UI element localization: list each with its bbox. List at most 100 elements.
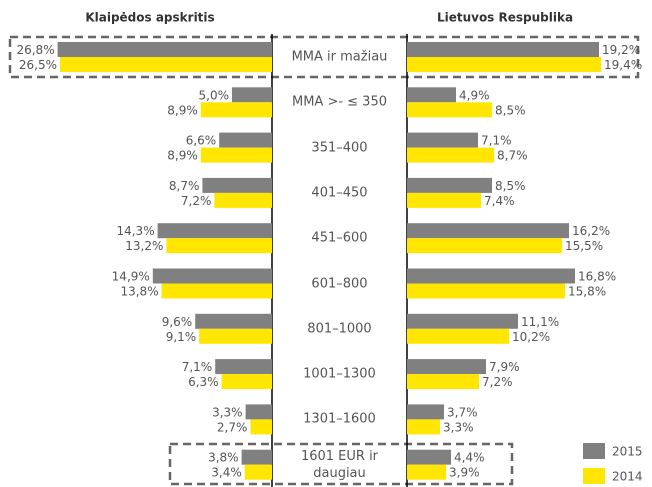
- value-label: 8,9%: [167, 103, 198, 117]
- value-label: 8,7%: [497, 149, 528, 163]
- value-label: 8,9%: [167, 149, 198, 163]
- bar: [407, 464, 446, 480]
- bar: [232, 87, 272, 103]
- category-label: 601–800: [311, 276, 368, 291]
- value-label: 14,9%: [112, 270, 150, 284]
- bar: [407, 132, 478, 148]
- value-label: 3,8%: [208, 451, 239, 465]
- bar: [407, 192, 481, 208]
- category-label: MMA ir mažiau: [291, 49, 388, 65]
- legend-label: 2014: [612, 470, 643, 484]
- value-label: 7,2%: [482, 375, 513, 389]
- bar: [407, 57, 601, 72]
- value-label: 3,3%: [443, 420, 474, 434]
- bar: [407, 283, 565, 299]
- bar: [407, 374, 479, 390]
- bar: [215, 359, 272, 375]
- bar: [407, 449, 451, 465]
- value-label: 4,9%: [459, 88, 490, 102]
- bar: [202, 177, 272, 193]
- bar: [195, 313, 272, 329]
- bar: [200, 102, 272, 118]
- bar: [161, 283, 272, 299]
- bar: [407, 177, 492, 193]
- bar: [250, 419, 272, 435]
- value-label: 9,1%: [166, 330, 197, 344]
- value-label: 26,8%: [16, 43, 54, 57]
- legend-swatch: [583, 468, 605, 484]
- category-label: 1001–1300: [303, 366, 376, 382]
- value-label: 19,4%: [604, 58, 642, 72]
- bar: [245, 404, 272, 420]
- value-label: 10,2%: [512, 330, 550, 344]
- bar: [219, 132, 272, 148]
- category-label: 401–450: [311, 185, 368, 201]
- bar: [407, 87, 456, 103]
- highlight-box: [8, 35, 640, 79]
- value-label: 7,4%: [484, 194, 515, 208]
- bar: [407, 147, 494, 163]
- value-label: 3,9%: [449, 466, 480, 480]
- bar: [407, 419, 440, 435]
- value-label: 5,0%: [199, 88, 230, 102]
- bar: [199, 328, 272, 344]
- value-label: 8,5%: [495, 103, 526, 117]
- bar: [407, 313, 518, 329]
- value-label: 6,6%: [186, 134, 217, 148]
- value-label: 2,7%: [217, 420, 248, 434]
- value-label: 13,8%: [120, 285, 158, 299]
- bar: [407, 268, 575, 284]
- value-label: 11,1%: [521, 315, 559, 329]
- value-label: 16,8%: [578, 270, 616, 284]
- value-label: 16,2%: [572, 224, 610, 238]
- value-label: 8,5%: [495, 179, 526, 193]
- value-label: 8,7%: [169, 179, 200, 193]
- value-label: 3,3%: [212, 405, 243, 419]
- category-label: 451–600: [311, 230, 368, 246]
- bar: [152, 268, 272, 284]
- value-label: 6,3%: [188, 375, 219, 389]
- panel-title: Klaipėdos apskritis: [85, 11, 214, 25]
- bar: [244, 464, 272, 480]
- value-label: 7,1%: [182, 360, 213, 374]
- value-label: 4,4%: [454, 451, 485, 465]
- value-label: 7,2%: [181, 194, 212, 208]
- value-label: 15,8%: [568, 285, 606, 299]
- bar: [407, 223, 569, 239]
- bar: [221, 374, 272, 390]
- panel-title: Lietuvos Respublika: [437, 11, 573, 25]
- category-label: MMA >- ≤ 350: [291, 94, 387, 110]
- value-label: 3,7%: [447, 405, 478, 419]
- bar: [407, 238, 562, 254]
- bar: [60, 57, 272, 72]
- value-label: 14,3%: [116, 224, 154, 238]
- value-label: 19,2%: [602, 43, 640, 57]
- bar: [57, 42, 272, 57]
- value-label: 7,1%: [481, 134, 512, 148]
- bar: [241, 449, 272, 465]
- bar: [157, 223, 272, 239]
- bar: [407, 102, 492, 118]
- bar: [200, 147, 272, 163]
- category-label: 1601 EUR ir daugiau: [300, 448, 379, 481]
- category-label: 351–400: [311, 140, 368, 156]
- category-label: 801–1000: [307, 321, 372, 337]
- bar: [407, 404, 444, 420]
- value-label: 13,2%: [125, 239, 163, 253]
- bar: [166, 238, 272, 254]
- value-label: 9,6%: [162, 315, 193, 329]
- value-label: 26,5%: [19, 58, 57, 72]
- bar: [214, 192, 272, 208]
- bar: [407, 42, 599, 57]
- value-label: 7,9%: [489, 360, 520, 374]
- legend-label: 2015: [612, 445, 643, 459]
- value-label: 15,5%: [565, 239, 603, 253]
- highlight-box: [168, 442, 514, 486]
- legend-swatch: [583, 443, 605, 459]
- value-label: 3,4%: [211, 466, 242, 480]
- category-label: 1301–1600: [303, 411, 376, 427]
- bar: [407, 328, 509, 344]
- bar: [407, 359, 486, 375]
